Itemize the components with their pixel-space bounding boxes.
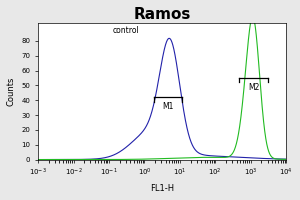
Text: M1: M1 xyxy=(162,102,174,111)
Y-axis label: Counts: Counts xyxy=(7,77,16,106)
Text: control: control xyxy=(112,26,139,35)
Title: Ramos: Ramos xyxy=(134,7,191,22)
Text: M2: M2 xyxy=(248,83,259,92)
X-axis label: FL1-H: FL1-H xyxy=(150,184,174,193)
